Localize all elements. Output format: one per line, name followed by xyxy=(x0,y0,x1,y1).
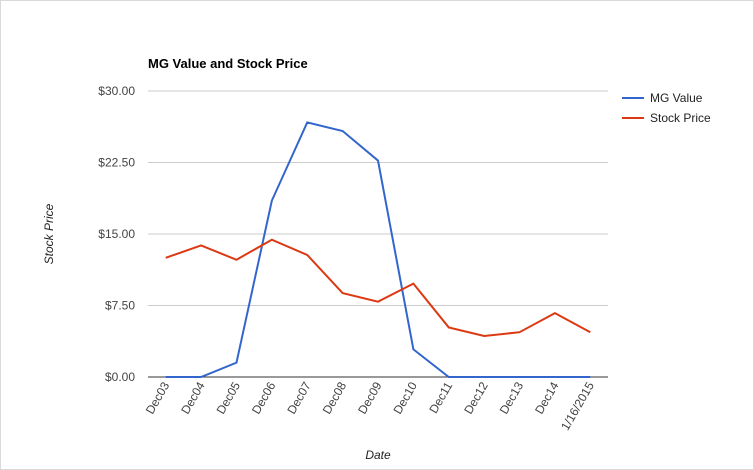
series-line xyxy=(165,238,591,338)
y-axis-label: Stock Price xyxy=(42,203,56,264)
legend-label: MG Value xyxy=(650,91,703,105)
y-tick-label: $22.50 xyxy=(98,156,135,170)
series-line xyxy=(165,121,591,378)
y-tick-label: $0.00 xyxy=(105,370,135,384)
legend-label: Stock Price xyxy=(650,111,711,125)
y-tick-label: $7.50 xyxy=(105,299,135,313)
chart-title: MG Value and Stock Price xyxy=(148,56,308,71)
y-tick-label: $30.00 xyxy=(98,84,135,98)
y-tick-label: $15.00 xyxy=(98,227,135,241)
x-axis-label: Date xyxy=(365,448,391,462)
